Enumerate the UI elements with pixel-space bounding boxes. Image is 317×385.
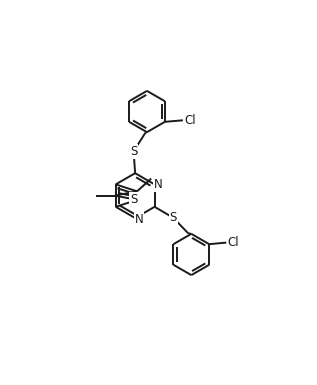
Text: N: N (154, 178, 163, 191)
Text: Cl: Cl (184, 114, 196, 127)
Text: S: S (130, 193, 138, 206)
Text: S: S (170, 211, 177, 224)
Text: N: N (134, 213, 143, 226)
Text: Cl: Cl (228, 236, 239, 249)
Text: S: S (130, 145, 137, 158)
